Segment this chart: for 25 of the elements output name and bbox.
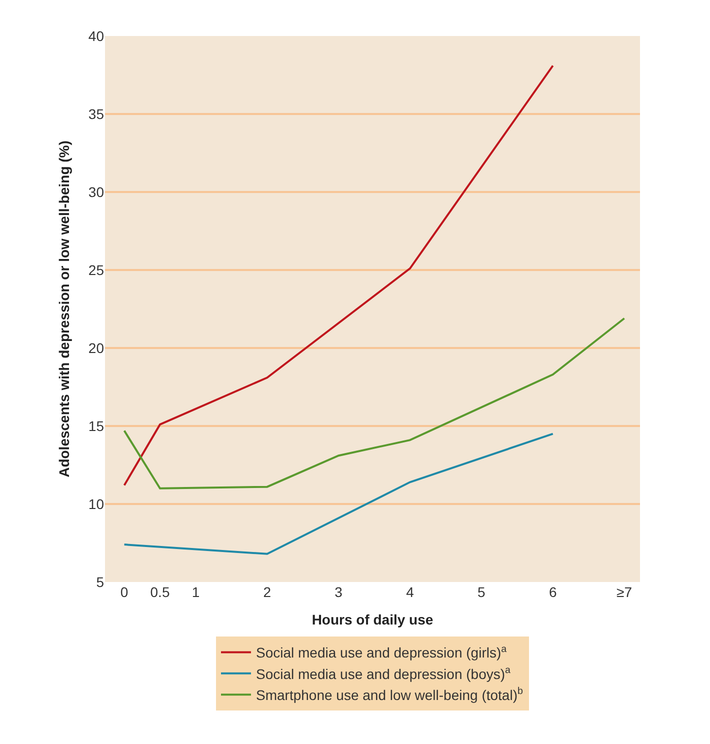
x-tick-label: 4 — [406, 584, 414, 600]
y-axis-title: Adolescents with depression or low well-being (%) — [56, 140, 72, 478]
x-tick-label: 2 — [263, 584, 272, 600]
x-tick-label: 1 — [192, 584, 200, 600]
y-tick-label: 40 — [88, 28, 104, 44]
x-tick-label: 3 — [334, 584, 343, 600]
x-tick-label: ≥7 — [616, 584, 632, 600]
legend-label: Smartphone use and low well-being (total)$^{b}$ — [256, 686, 524, 704]
y-tick-label: 30 — [88, 184, 104, 200]
line-series — [123, 317, 626, 490]
y-tick-label: 35 — [88, 106, 104, 122]
x-tick-label: 0 — [120, 584, 128, 600]
x-tick-label: 0.5 — [150, 584, 170, 600]
x-axis-title: Hours of daily use — [312, 611, 434, 628]
y-tick-label: 15 — [88, 418, 104, 434]
y-tick-label: 25 — [88, 262, 104, 278]
line-series — [123, 64, 554, 486]
line-series — [123, 432, 554, 555]
x-tick-label: 6 — [548, 584, 557, 600]
y-tick-label: 5 — [96, 574, 104, 590]
y-tick-label: 10 — [88, 496, 104, 512]
y-tick-label: 20 — [88, 340, 104, 356]
x-tick-label: 5 — [478, 584, 486, 600]
legend-label: Social media use and depression (girls)$^{a}$ — [256, 644, 508, 661]
legend-label: Social media use and depression (boys)$^{a}$ — [256, 664, 512, 682]
